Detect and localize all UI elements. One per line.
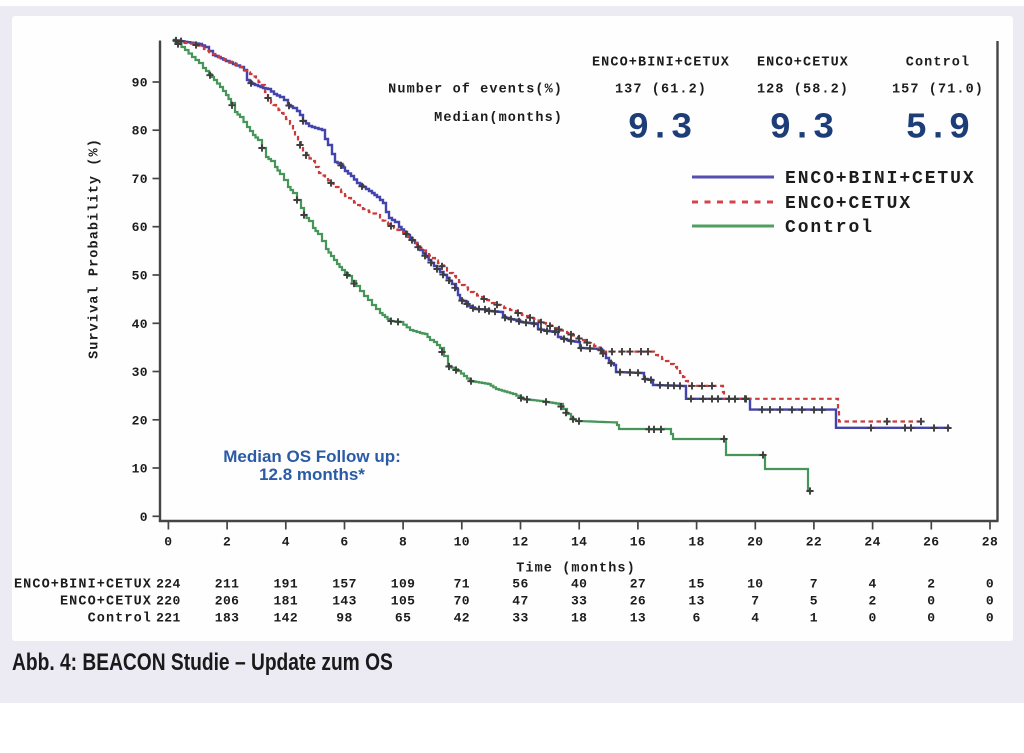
svg-text:7: 7 (751, 594, 759, 609)
svg-text:60: 60 (132, 220, 148, 235)
svg-text:27: 27 (630, 577, 646, 592)
svg-text:Control: Control (88, 612, 152, 627)
svg-text:56: 56 (512, 577, 528, 592)
svg-text:24: 24 (864, 535, 880, 550)
svg-text:0: 0 (986, 577, 994, 592)
svg-text:14: 14 (571, 535, 587, 550)
svg-text:33: 33 (512, 611, 528, 626)
svg-text:40: 40 (571, 577, 587, 592)
svg-text:224: 224 (156, 577, 181, 592)
svg-text:10: 10 (454, 535, 470, 550)
svg-text:220: 220 (156, 594, 181, 609)
svg-text:137 (61.2): 137 (61.2) (615, 83, 707, 98)
svg-text:9.3: 9.3 (770, 108, 835, 149)
svg-text:ENCO+BINI+CETUX: ENCO+BINI+CETUX (592, 56, 730, 71)
svg-text:10: 10 (747, 577, 763, 592)
svg-text:33: 33 (571, 594, 587, 609)
svg-text:157: 157 (332, 577, 357, 592)
svg-text:80: 80 (132, 124, 148, 139)
svg-text:28: 28 (982, 535, 998, 550)
svg-text:211: 211 (215, 577, 240, 592)
svg-text:12.8 months*: 12.8 months* (259, 465, 365, 484)
svg-text:2: 2 (223, 535, 231, 550)
svg-text:7: 7 (810, 577, 818, 592)
svg-text:70: 70 (132, 172, 148, 187)
svg-text:Median OS Follow up:: Median OS Follow up: (223, 447, 401, 466)
svg-text:22: 22 (806, 535, 822, 550)
svg-text:ENCO+BINI+CETUX: ENCO+BINI+CETUX (785, 169, 976, 189)
svg-text:0: 0 (927, 611, 935, 626)
svg-text:20: 20 (132, 413, 148, 428)
svg-text:13: 13 (688, 594, 704, 609)
svg-text:9.3: 9.3 (628, 108, 693, 149)
svg-text:26: 26 (630, 594, 646, 609)
svg-text:ENCO+CETUX: ENCO+CETUX (785, 194, 912, 214)
svg-text:40: 40 (132, 317, 148, 332)
svg-text:Survival Probability (%): Survival Probability (%) (88, 138, 103, 359)
svg-text:0: 0 (986, 594, 994, 609)
svg-text:ENCO+CETUX: ENCO+CETUX (757, 56, 849, 71)
svg-text:2: 2 (868, 594, 876, 609)
svg-text:221: 221 (156, 611, 181, 626)
svg-text:0: 0 (986, 611, 994, 626)
svg-text:0: 0 (140, 510, 148, 525)
svg-text:0: 0 (927, 594, 935, 609)
svg-text:15: 15 (688, 577, 704, 592)
svg-text:128 (58.2): 128 (58.2) (757, 83, 849, 98)
svg-text:47: 47 (512, 594, 528, 609)
svg-text:4: 4 (751, 611, 759, 626)
svg-text:206: 206 (215, 594, 240, 609)
svg-text:50: 50 (132, 269, 148, 284)
svg-text:4: 4 (282, 535, 290, 550)
svg-text:5: 5 (810, 594, 818, 609)
svg-text:109: 109 (391, 577, 416, 592)
svg-text:5.9: 5.9 (906, 108, 971, 149)
svg-text:70: 70 (454, 594, 470, 609)
svg-text:181: 181 (273, 594, 298, 609)
svg-text:191: 191 (273, 577, 298, 592)
svg-text:Control: Control (785, 218, 874, 238)
svg-text:6: 6 (692, 611, 700, 626)
svg-text:26: 26 (923, 535, 939, 550)
svg-text:16: 16 (630, 535, 646, 550)
svg-text:2: 2 (927, 577, 935, 592)
svg-text:8: 8 (399, 535, 407, 550)
svg-text:42: 42 (454, 611, 470, 626)
svg-text:6: 6 (340, 535, 348, 550)
svg-text:Median(months): Median(months) (434, 111, 563, 126)
svg-text:ENCO+CETUX: ENCO+CETUX (60, 595, 152, 610)
svg-text:4: 4 (868, 577, 876, 592)
svg-text:Time (months): Time (months) (516, 562, 636, 577)
svg-text:13: 13 (630, 611, 646, 626)
svg-text:18: 18 (688, 535, 704, 550)
svg-text:105: 105 (391, 594, 416, 609)
svg-text:Number of events(%): Number of events(%) (388, 83, 563, 98)
svg-text:143: 143 (332, 594, 357, 609)
svg-text:10: 10 (132, 462, 148, 477)
svg-text:65: 65 (395, 611, 411, 626)
svg-text:98: 98 (336, 611, 352, 626)
svg-text:142: 142 (273, 611, 298, 626)
svg-text:0: 0 (164, 535, 172, 550)
svg-text:71: 71 (454, 577, 470, 592)
svg-text:18: 18 (571, 611, 587, 626)
svg-text:1: 1 (810, 611, 818, 626)
svg-text:Control: Control (906, 56, 970, 71)
svg-text:12: 12 (512, 535, 528, 550)
svg-text:0: 0 (868, 611, 876, 626)
svg-text:157 (71.0): 157 (71.0) (892, 83, 984, 98)
svg-text:ENCO+BINI+CETUX: ENCO+BINI+CETUX (14, 578, 152, 593)
svg-text:30: 30 (132, 365, 148, 380)
svg-text:20: 20 (747, 535, 763, 550)
svg-text:90: 90 (132, 76, 148, 91)
svg-text:183: 183 (215, 611, 240, 626)
